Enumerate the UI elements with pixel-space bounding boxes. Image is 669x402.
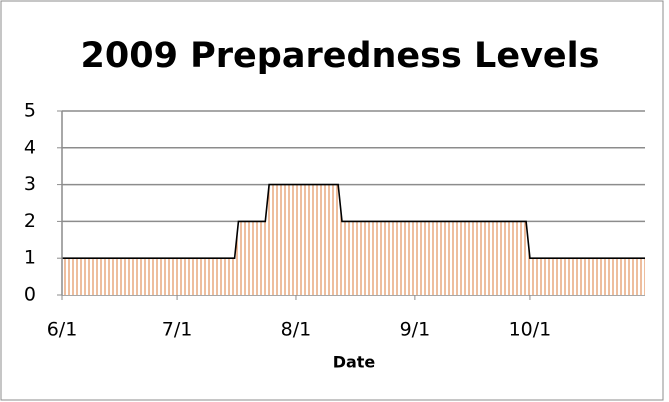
y-tick-label: 5 [24, 100, 36, 122]
area [62, 184, 645, 295]
y-tick-label: 3 [24, 173, 36, 195]
y-tick-label: 4 [24, 136, 36, 158]
y-tick-label: 2 [24, 210, 36, 232]
y-tick-label: 0 [24, 284, 36, 306]
x-tick-label: 9/1 [400, 319, 431, 341]
x-tick-label: 6/1 [47, 319, 78, 341]
chart-title: 2009 Preparedness Levels [81, 36, 600, 76]
x-tick-label: 7/1 [162, 319, 193, 341]
x-tick-label: 10/1 [509, 319, 552, 341]
x-tick-label: 8/1 [281, 319, 312, 341]
y-tick-label: 1 [24, 247, 36, 269]
x-axis-label: Date [333, 353, 376, 372]
line [62, 183, 645, 259]
